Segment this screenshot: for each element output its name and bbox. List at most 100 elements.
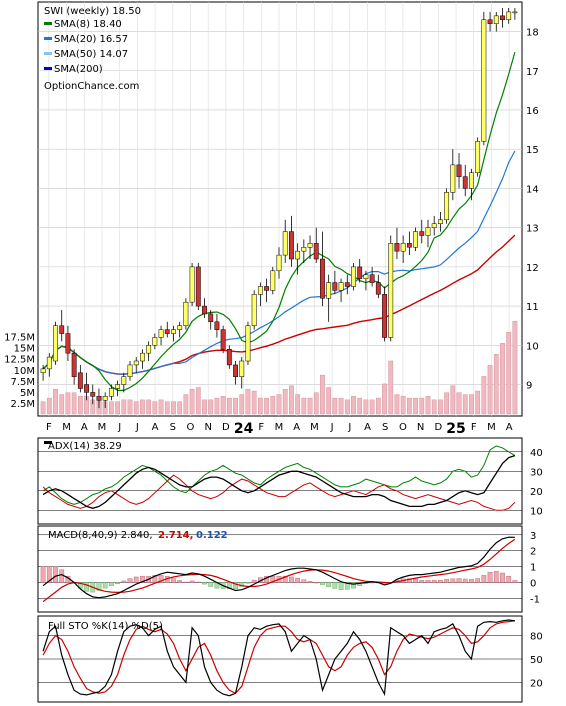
macd-histogram-bar (369, 582, 375, 584)
volume-bar (369, 399, 375, 415)
candle-body (84, 384, 89, 393)
volume-bar (388, 360, 394, 415)
stochastic-lines: 20 50 80 (38, 619, 543, 697)
volume-bar (475, 390, 481, 415)
macd-histogram-bar (96, 582, 102, 591)
volume-bar (208, 399, 214, 415)
macd-histogram-value: 0.122 (196, 530, 228, 541)
price-tick-label: 9 (526, 381, 532, 392)
macd-histogram-bar (506, 575, 512, 583)
volume-bar (394, 394, 400, 415)
candle-body (450, 164, 456, 193)
candle-body (146, 345, 152, 354)
macd-histogram-bar (84, 582, 89, 592)
volume-bar (493, 354, 499, 415)
candle-body (251, 294, 257, 326)
candle-body (320, 258, 325, 299)
candle-body (46, 356, 52, 370)
candle-body (425, 227, 431, 236)
indicator-tick-label: 50 (530, 655, 543, 666)
candle-body (108, 388, 114, 397)
macd-histogram-bar (456, 578, 462, 583)
macd-histogram-bar (270, 575, 276, 583)
legend-swatch-sma200 (44, 67, 52, 70)
volume-bar (444, 392, 449, 415)
x-tick-label: A (152, 422, 159, 433)
volume-bars (40, 320, 518, 415)
volume-bar (177, 401, 183, 415)
candle-body (270, 270, 276, 291)
candle-body (506, 11, 512, 21)
price-tick-label: 14 (526, 184, 539, 195)
macd-histogram-bar (289, 576, 294, 583)
indicator-tick-label: 20 (530, 678, 543, 689)
volume-bar (127, 399, 133, 415)
candle-body (202, 305, 207, 315)
volume-bar (140, 399, 145, 415)
x-tick-label: 24 (234, 421, 254, 437)
adx-plus-di-line (42, 445, 516, 505)
volume-bar (152, 401, 158, 415)
volume-bar (326, 387, 332, 415)
indicator-tick-label: 80 (530, 632, 543, 643)
volume-bar (438, 399, 443, 415)
candle-body (183, 301, 189, 326)
candle-body (59, 325, 65, 334)
candle-body (189, 266, 195, 303)
macd-lines: -1 0 1 2 3 (38, 531, 540, 605)
candle-body (406, 243, 412, 248)
macd-histogram-bar (171, 578, 176, 583)
adx-panel: 10 20 30 40 ADX(14) 38.29 (37, 437, 543, 525)
x-axis-labels: F M A M J J A S O N D 24 F M A M J J A S O N D 25 F M A (46, 421, 513, 437)
volume-bar (46, 397, 52, 415)
candle-body (344, 282, 350, 287)
x-tick-label: M (98, 422, 107, 433)
indicator-tick-label: 1 (530, 563, 536, 574)
macd-histogram-bar (450, 578, 456, 583)
candle-body (220, 329, 226, 350)
candle-body (444, 192, 450, 221)
x-tick-label: A (293, 422, 300, 433)
macd-histogram-bar (158, 575, 164, 583)
candle-body (475, 141, 481, 173)
volume-bar (419, 397, 425, 415)
volume-bar (295, 394, 300, 415)
volume-bar (133, 401, 139, 415)
macd-signal-value: 2.714, (158, 530, 193, 541)
macd-histogram-bar (469, 579, 474, 583)
indicator-tick-label: 3 (530, 531, 536, 542)
indicator-tick-label: 10 (530, 506, 543, 517)
candle-body (115, 384, 121, 389)
macd-histogram-bar (313, 582, 319, 584)
volume-bar (400, 396, 406, 415)
candle-body (375, 282, 381, 295)
volume-bar (282, 389, 288, 415)
candle-body (469, 172, 474, 189)
candle-body (487, 19, 493, 24)
candle-body (400, 243, 406, 252)
volume-bar (71, 392, 77, 415)
price-tick-label: 13 (526, 224, 539, 235)
indicator-tick-label: 2 (530, 547, 536, 558)
volume-bar (195, 387, 201, 415)
macd-histogram-bar (127, 578, 133, 583)
indicator-tick-label: -1 (530, 594, 540, 605)
macd-histogram-bar (475, 578, 481, 583)
candle-body (282, 231, 288, 256)
volume-bar (115, 401, 120, 415)
volume-bar (270, 396, 276, 415)
macd-histogram-bar (195, 581, 201, 583)
candle-body (338, 282, 344, 291)
candle-body (77, 372, 83, 389)
legend-title: SWI (weekly) 18.50 (44, 6, 141, 17)
price-tick-label: 10 (526, 341, 539, 352)
stochastic-k-line (42, 619, 515, 697)
candle-body (140, 352, 145, 362)
volume-bar (375, 397, 381, 415)
candle-body (239, 360, 245, 377)
volume-bar (313, 392, 319, 415)
x-tick-label: N (417, 422, 424, 433)
x-tick-label: M (310, 422, 319, 433)
volume-bar (506, 332, 512, 415)
stochastic-panel: 20 50 80 Full STO %K(14) %D(5) (37, 615, 543, 703)
